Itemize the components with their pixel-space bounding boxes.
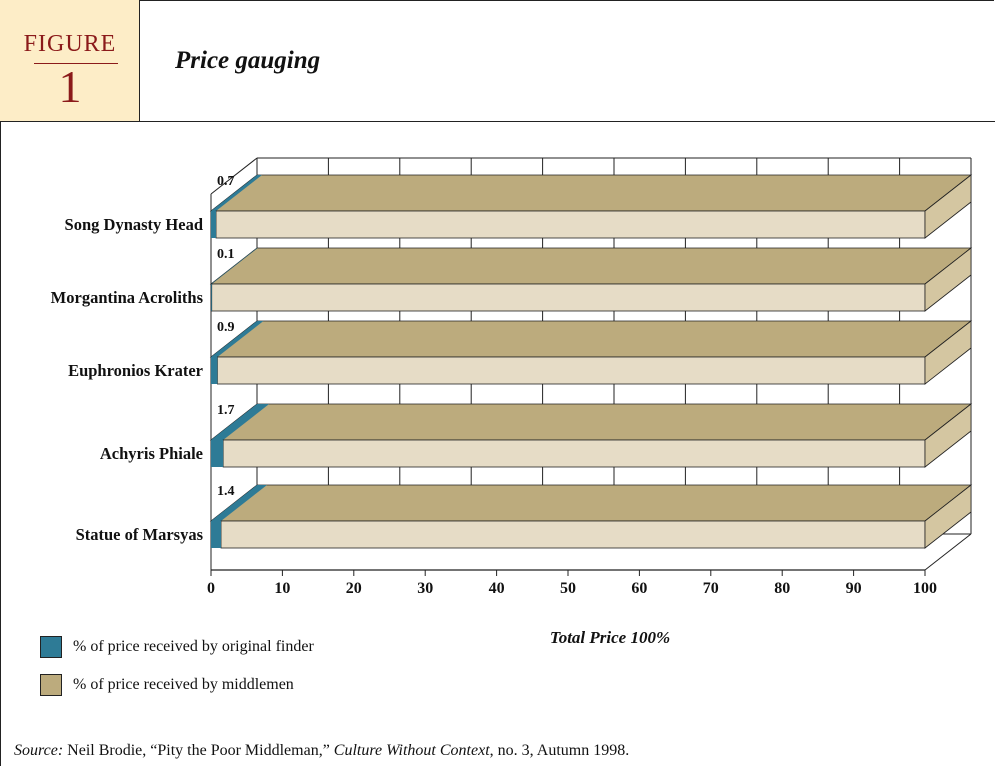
y-category-label: Song Dynasty Head [65,215,203,234]
figure-label: FIGURE [23,31,117,57]
bar-side [924,247,972,312]
figure-number: 1 [58,61,82,112]
bar-side [924,174,972,239]
bar-top-middlemen [209,247,973,285]
data-label: 0.9 [217,320,235,335]
x-tick-label: 10 [274,580,290,597]
bar-front-middlemen [215,210,926,239]
x-tick-label: 20 [346,580,362,597]
y-category-label: Morgantina Acroliths [51,288,204,307]
x-tick-label: 100 [913,580,937,597]
bar-front-finder [211,284,212,311]
source-author: Neil Brodie, “Pity the Poor Middleman,” [67,742,330,759]
data-label: 1.4 [217,484,235,499]
bar-top-middlemen [209,403,973,441]
bar-top-middlemen [209,320,973,358]
bar-front-middlemen [220,520,926,549]
data-label: 1.7 [217,403,235,418]
bar-front-middlemen [222,439,926,468]
bar-top-finder [211,404,270,440]
x-tick-label: 50 [560,580,576,597]
bar-front-finder [211,521,221,548]
bar-top-middlemen [209,484,973,522]
left-wall-top [210,157,258,195]
legend-item-finder: % of price received by original finder [40,636,440,660]
x-axis-title: Total Price 100% [549,628,671,647]
bar-front-middlemen [217,356,926,385]
y-category-label: Euphronios Krater [68,361,203,380]
bar-top-finder [211,248,258,284]
bar-front-finder [211,211,216,238]
source-citation: Source: Neil Brodie, “Pity the Poor Midd… [14,742,629,760]
legend-item-middlemen: % of price received by middlemen [40,674,440,698]
x-tick-label: 30 [417,580,433,597]
legend-swatch-middlemen [40,674,62,696]
y-category-label: Achyris Phiale [100,444,203,463]
x-tick-label: 70 [703,580,719,597]
x-tick-label: 0 [207,580,215,597]
source-publication: Culture Without Context [333,742,490,759]
source-label: Source: [14,742,64,759]
x-tick-label: 90 [846,580,862,597]
chart-labels: 0 10 20 30 40 50 60 70 80 90 100 Song Dynasty Head 0… [51,174,937,597]
floor-right-edge [924,533,972,571]
chart-bars [209,174,973,549]
bar-side [924,403,972,468]
data-label: 0.7 [217,174,235,189]
bar-top-finder [211,485,267,521]
x-tick-label: 80 [774,580,790,597]
legend-swatch-finder [40,636,62,658]
data-label: 0.1 [217,247,235,262]
bar-top-finder [211,321,264,357]
bar-top-middlemen [209,174,973,212]
bar-front-middlemen [211,283,926,312]
x-tick-label: 40 [489,580,505,597]
header-divider [140,121,995,122]
bar-front-finder [211,440,224,467]
source-details: , no. 3, Autumn 1998. [489,742,630,759]
bar-front-finder [211,357,218,384]
y-category-label: Statue of Marsyas [76,525,204,544]
figure-label-rule [34,63,118,64]
bar-side [924,484,972,549]
figure-title: Price gauging [175,47,321,74]
figure-badge: FIGURE 1 [0,0,140,122]
bar-side [924,320,972,385]
legend-label-middlemen: % of price received by middlemen [73,676,294,693]
bar-top-finder [211,175,262,211]
x-tick-label: 60 [631,580,647,597]
legend-label-finder: % of price received by original finder [73,638,314,655]
